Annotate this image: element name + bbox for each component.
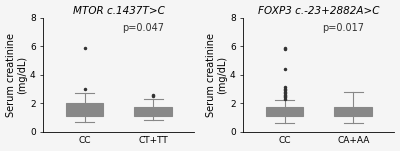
PathPatch shape: [66, 103, 104, 116]
PathPatch shape: [266, 107, 304, 116]
Text: p=0.017: p=0.017: [322, 22, 364, 32]
Text: p=0.047: p=0.047: [122, 22, 164, 32]
PathPatch shape: [334, 107, 372, 116]
Y-axis label: Serum creatinine
(mg/dL): Serum creatinine (mg/dL): [6, 33, 27, 117]
PathPatch shape: [134, 107, 172, 116]
Title: FOXP3 c.-23+2882A>C: FOXP3 c.-23+2882A>C: [258, 6, 380, 16]
Title: MTOR c.1437T>C: MTOR c.1437T>C: [73, 6, 165, 16]
Y-axis label: Serum creatinine
(mg/dL): Serum creatinine (mg/dL): [206, 33, 227, 117]
